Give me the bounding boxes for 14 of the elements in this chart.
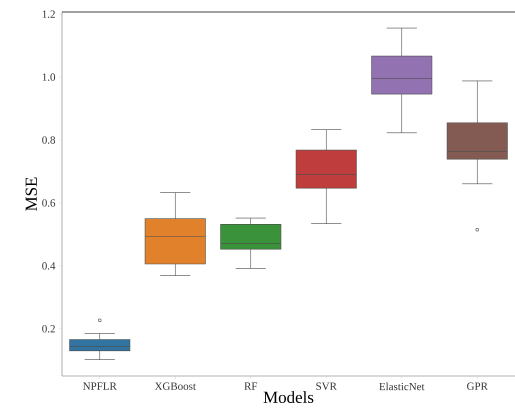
y-tick-label: 0.4 xyxy=(42,262,56,270)
x-tick-label: SVR xyxy=(316,382,337,390)
y-tick-label: 0.6 xyxy=(42,199,56,207)
x-axis-title: Models xyxy=(264,391,314,403)
y-tick-label: 0.2 xyxy=(42,325,55,333)
y-axis-title: MSE xyxy=(26,177,37,211)
y-tick-label: 1.0 xyxy=(42,73,56,81)
y-tick-label: 0.8 xyxy=(42,136,56,144)
x-tick-label: XGBoost xyxy=(154,382,196,390)
y-tick-label: 1.2 xyxy=(42,10,55,18)
x-tick-label: ElasticNet xyxy=(379,382,425,390)
x-tick-label: GPR xyxy=(467,382,488,390)
x-tick-label: RF xyxy=(244,382,258,390)
x-tick-label: NPFLR xyxy=(83,382,117,390)
